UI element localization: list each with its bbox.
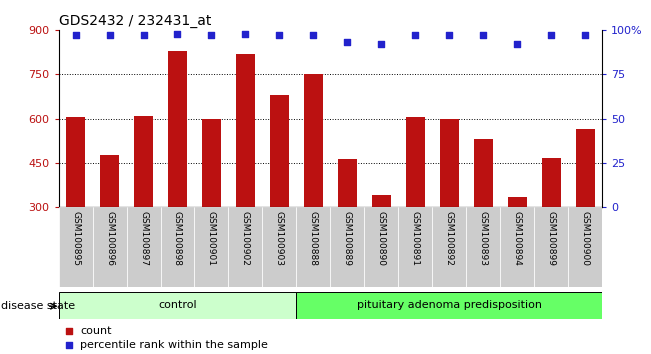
Bar	[59, 292, 296, 319]
Bar	[270, 95, 289, 207]
Point	[546, 33, 557, 38]
Bar	[406, 117, 424, 207]
Text: GSM100901: GSM100901	[207, 211, 216, 266]
Text: GSM100889: GSM100889	[343, 211, 352, 266]
Point	[104, 33, 115, 38]
Bar	[66, 117, 85, 207]
Point	[206, 33, 217, 38]
Bar	[542, 159, 561, 207]
Point	[64, 328, 75, 333]
Text: GSM100891: GSM100891	[411, 211, 420, 266]
Text: GSM100896: GSM100896	[105, 211, 114, 266]
Bar	[59, 207, 92, 287]
Point	[64, 342, 75, 348]
Point	[376, 41, 387, 47]
Point	[240, 31, 251, 36]
Point	[173, 31, 183, 36]
Bar	[126, 207, 161, 287]
Point	[444, 33, 454, 38]
Bar	[474, 139, 493, 207]
Point	[580, 33, 590, 38]
Point	[274, 33, 284, 38]
Bar	[440, 119, 459, 207]
Bar	[568, 207, 602, 287]
Text: GSM100900: GSM100900	[581, 211, 590, 266]
Text: GDS2432 / 232431_at: GDS2432 / 232431_at	[59, 14, 211, 28]
Bar	[296, 207, 330, 287]
Text: percentile rank within the sample: percentile rank within the sample	[80, 340, 268, 350]
Text: control: control	[158, 300, 197, 310]
Bar	[168, 51, 187, 207]
Text: GSM100888: GSM100888	[309, 211, 318, 266]
Point	[342, 40, 353, 45]
Text: pituitary adenoma predisposition: pituitary adenoma predisposition	[357, 300, 542, 310]
Bar	[100, 155, 119, 207]
Bar	[161, 207, 195, 287]
Bar	[195, 207, 229, 287]
Text: GSM100903: GSM100903	[275, 211, 284, 266]
Bar	[134, 116, 153, 207]
Bar	[338, 159, 357, 207]
Text: GSM100902: GSM100902	[241, 211, 250, 266]
Point	[478, 33, 488, 38]
Text: GSM100894: GSM100894	[513, 211, 521, 266]
Text: GSM100898: GSM100898	[173, 211, 182, 266]
Bar	[398, 207, 432, 287]
Point	[512, 41, 523, 47]
Bar	[508, 197, 527, 207]
Bar	[500, 207, 534, 287]
Bar	[304, 74, 323, 207]
Bar	[365, 207, 398, 287]
Text: GSM100890: GSM100890	[377, 211, 386, 266]
Text: GSM100897: GSM100897	[139, 211, 148, 266]
Point	[138, 33, 148, 38]
Point	[308, 33, 318, 38]
Bar	[236, 54, 255, 207]
Text: disease state: disease state	[1, 301, 76, 311]
Bar	[262, 207, 296, 287]
Bar	[92, 207, 126, 287]
Text: GSM100899: GSM100899	[547, 211, 556, 266]
Point	[70, 33, 81, 38]
Bar	[372, 195, 391, 207]
Text: GSM100893: GSM100893	[478, 211, 488, 266]
Bar	[466, 207, 500, 287]
Bar	[576, 129, 594, 207]
Bar	[202, 119, 221, 207]
Bar	[432, 207, 466, 287]
Text: GSM100892: GSM100892	[445, 211, 454, 266]
Bar	[229, 207, 262, 287]
Bar	[330, 207, 365, 287]
Bar	[534, 207, 568, 287]
Point	[410, 33, 421, 38]
Bar	[296, 292, 602, 319]
Text: count: count	[80, 326, 112, 336]
Text: GSM100895: GSM100895	[71, 211, 80, 266]
